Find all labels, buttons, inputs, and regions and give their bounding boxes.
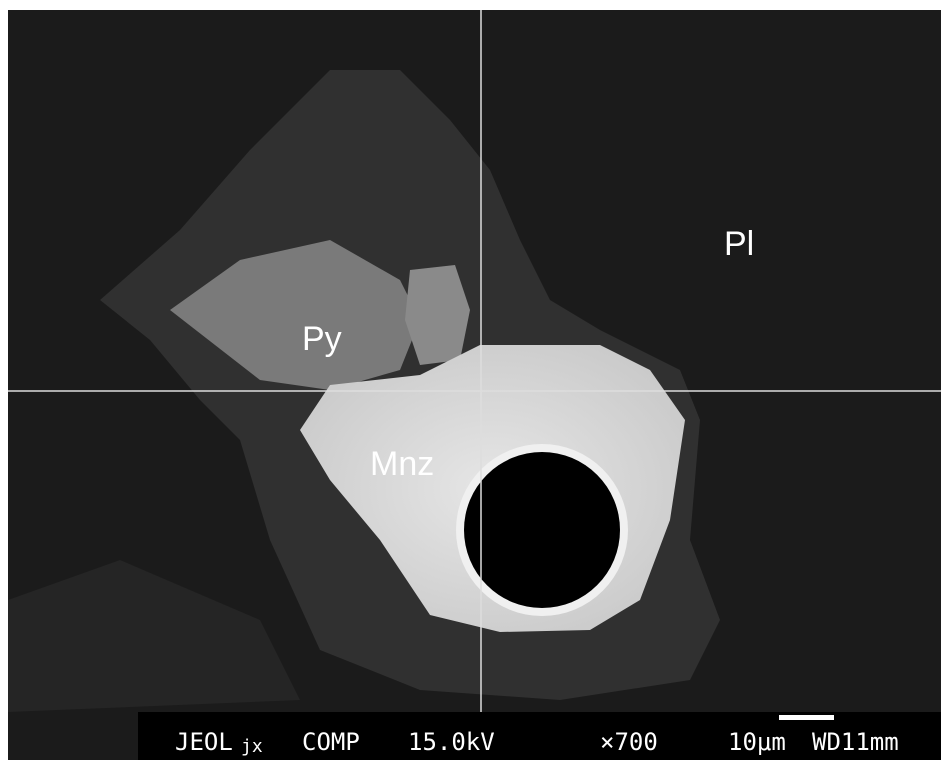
model: jx: [241, 736, 263, 757]
sem-image: Pl Py Mnz JEOL jx COMP 15.0kV ×700 10μm …: [0, 0, 941, 760]
scale: 10μm: [728, 728, 786, 756]
working-distance: WD11mm: [812, 728, 899, 756]
magnification: ×700: [600, 728, 658, 756]
mode: COMP: [302, 728, 360, 756]
scale-bar: [779, 715, 834, 720]
pit: [464, 452, 620, 608]
label-pl: Pl: [724, 225, 754, 263]
instrument: JEOL: [175, 728, 233, 756]
voltage: 15.0kV: [408, 728, 495, 756]
label-mnz: Mnz: [370, 445, 434, 483]
label-py: Py: [302, 320, 342, 358]
page: Pl Py Mnz JEOL jx COMP 15.0kV ×700 10μm …: [0, 0, 941, 760]
